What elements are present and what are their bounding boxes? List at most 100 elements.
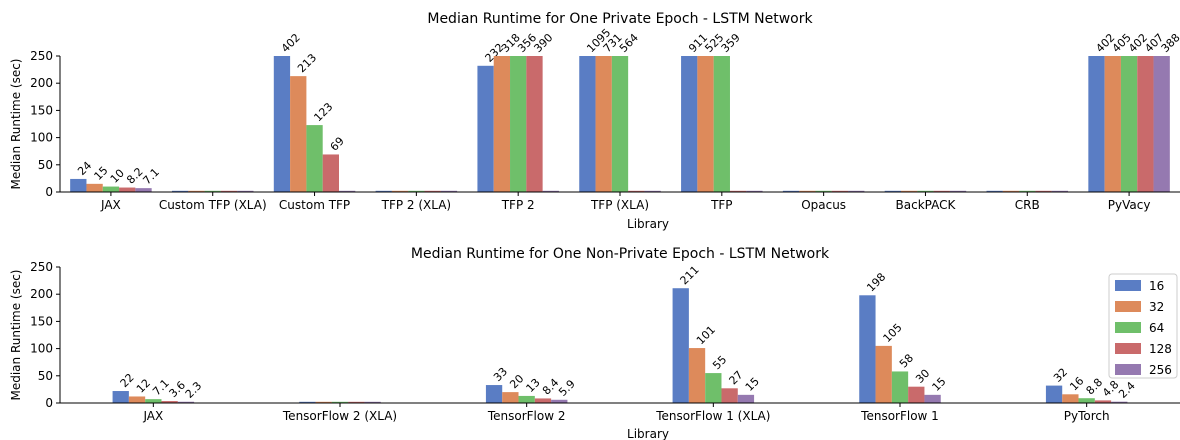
data-label: 12 (134, 377, 153, 396)
legend-label-256: 256 (1149, 363, 1172, 377)
y-tick-label: 150 (30, 314, 53, 328)
bar-1-tfp-2-128 (526, 56, 543, 192)
data-label: 8.8 (1084, 376, 1106, 398)
bar-1-custom-tfp-128 (322, 154, 339, 192)
chart-title-1: Median Runtime for One Private Epoch - L… (427, 11, 813, 27)
legend-swatch-16 (1115, 280, 1141, 291)
data-label: 198 (864, 270, 888, 294)
bar-1-custom-tfp-64 (306, 125, 323, 192)
x-axis-label: Library (627, 427, 669, 440)
data-label: 15 (930, 375, 949, 394)
bar-1-backpack-16 (884, 190, 901, 192)
bar-1-backpack-128 (933, 190, 950, 192)
data-label: 388 (1159, 31, 1180, 55)
bar-2-tensorflow-1-xla--16 (672, 288, 689, 403)
x-tick-label: BackPACK (896, 198, 957, 212)
bar-1-jax-32 (86, 183, 103, 192)
data-label: 7.1 (150, 377, 172, 399)
bar-1-custom-tfp-32 (290, 76, 307, 192)
bar-1-custom-tfp-xla--128 (220, 190, 238, 192)
bar-2-pytorch-128 (1094, 400, 1112, 403)
bar-1-custom-tfp-xla--64 (204, 190, 221, 192)
bar-1-opacus-128 (831, 190, 849, 192)
bar-2-tensorflow-2-xla--256 (364, 401, 381, 403)
data-label: 2.3 (183, 379, 205, 401)
bar-2-tensorflow-2-256 (551, 399, 568, 403)
bar-2-tensorflow-1-16 (859, 295, 876, 403)
data-label: 24 (75, 159, 94, 178)
data-label: 58 (897, 351, 916, 370)
data-label: 101 (694, 323, 718, 347)
bar-1-tfp-32 (697, 56, 714, 192)
bar-1-tfp-16 (681, 56, 698, 192)
bar-1-tfp-xla--128 (628, 190, 645, 192)
y-tick-label: 0 (45, 185, 53, 199)
bar-2-tensorflow-2-32 (502, 392, 519, 403)
data-label: 123 (311, 100, 335, 124)
bar-2-tensorflow-1-xla--32 (688, 348, 706, 403)
y-axis-label: Median Runtime (sec) (9, 270, 23, 401)
legend-swatch-64 (1115, 322, 1141, 333)
bar-1-tfp-2-xla--16 (375, 190, 392, 192)
bar-1-tfp-2-256 (542, 190, 559, 192)
legend-label-16: 16 (1149, 279, 1164, 293)
bar-1-pyvacy-32 (1104, 56, 1121, 192)
bar-2-tensorflow-2-xla--32 (315, 401, 332, 403)
data-label: 30 (913, 367, 932, 386)
x-tick-label: TFP 2 (XLA) (381, 198, 452, 212)
data-label: 15 (92, 164, 111, 183)
bar-2-tensorflow-1-32 (875, 345, 892, 403)
bar-1-crb-16 (986, 190, 1003, 192)
chart-title-2: Median Runtime for One Non-Private Epoch… (411, 246, 830, 262)
data-label: 564 (617, 31, 641, 55)
legend-label-64: 64 (1149, 321, 1164, 335)
x-tick-label: JAX (142, 409, 163, 423)
bar-2-tensorflow-1-128 (908, 386, 925, 403)
y-tick-label: 50 (38, 369, 53, 383)
x-tick-label: TensorFlow 2 (XLA) (282, 409, 397, 423)
x-tick-label: TFP (710, 198, 732, 212)
bar-2-tensorflow-1-xla--128 (721, 388, 738, 403)
y-tick-label: 250 (30, 49, 53, 63)
bar-1-custom-tfp-xla--16 (171, 190, 189, 192)
y-tick-label: 200 (30, 76, 53, 90)
legend-label-128: 128 (1149, 342, 1172, 356)
bar-1-opacus-16 (782, 190, 800, 192)
y-axis-label: Median Runtime (sec) (9, 59, 23, 190)
bar-1-crb-64 (1019, 190, 1036, 192)
legend-label-32: 32 (1149, 300, 1164, 314)
bar-2-tensorflow-2-64 (518, 395, 535, 403)
data-label: 20 (507, 372, 526, 391)
bar-2-jax-32 (128, 396, 146, 403)
legend-swatch-32 (1115, 301, 1141, 312)
data-label: 213 (295, 51, 319, 75)
x-axis-label: Library (627, 217, 669, 231)
bar-1-jax-64 (102, 186, 120, 192)
bar-1-tfp-2-xla--64 (408, 190, 425, 192)
bar-1-backpack-64 (917, 190, 934, 192)
bar-1-tfp-256 (746, 190, 763, 192)
y-tick-label: 200 (30, 287, 53, 301)
bar-1-jax-16 (70, 178, 87, 192)
y-tick-label: 150 (30, 103, 53, 117)
legend-swatch-128 (1115, 343, 1141, 354)
y-tick-label: 250 (30, 260, 53, 274)
bar-2-tensorflow-2-xla--128 (348, 401, 365, 403)
bar-1-tfp-xla--16 (579, 56, 596, 192)
data-label: 15 (743, 375, 762, 394)
bar-1-custom-tfp-256 (339, 190, 356, 192)
bar-2-jax-16 (112, 391, 129, 403)
data-label: 359 (719, 31, 743, 55)
bar-1-opacus-64 (815, 190, 832, 192)
y-tick-label: 100 (30, 342, 53, 356)
bar-1-tfp-2-xla--128 (424, 190, 441, 192)
legend-swatch-256 (1115, 364, 1141, 375)
data-label: 32 (1051, 366, 1070, 385)
bar-1-tfp-xla--32 (595, 56, 612, 192)
bar-1-opacus-32 (799, 190, 816, 192)
bar-1-pyvacy-64 (1120, 56, 1138, 192)
data-label: 69 (328, 135, 347, 154)
x-tick-label: Custom TFP (XLA) (159, 198, 267, 212)
bar-1-tfp-64 (713, 56, 730, 192)
